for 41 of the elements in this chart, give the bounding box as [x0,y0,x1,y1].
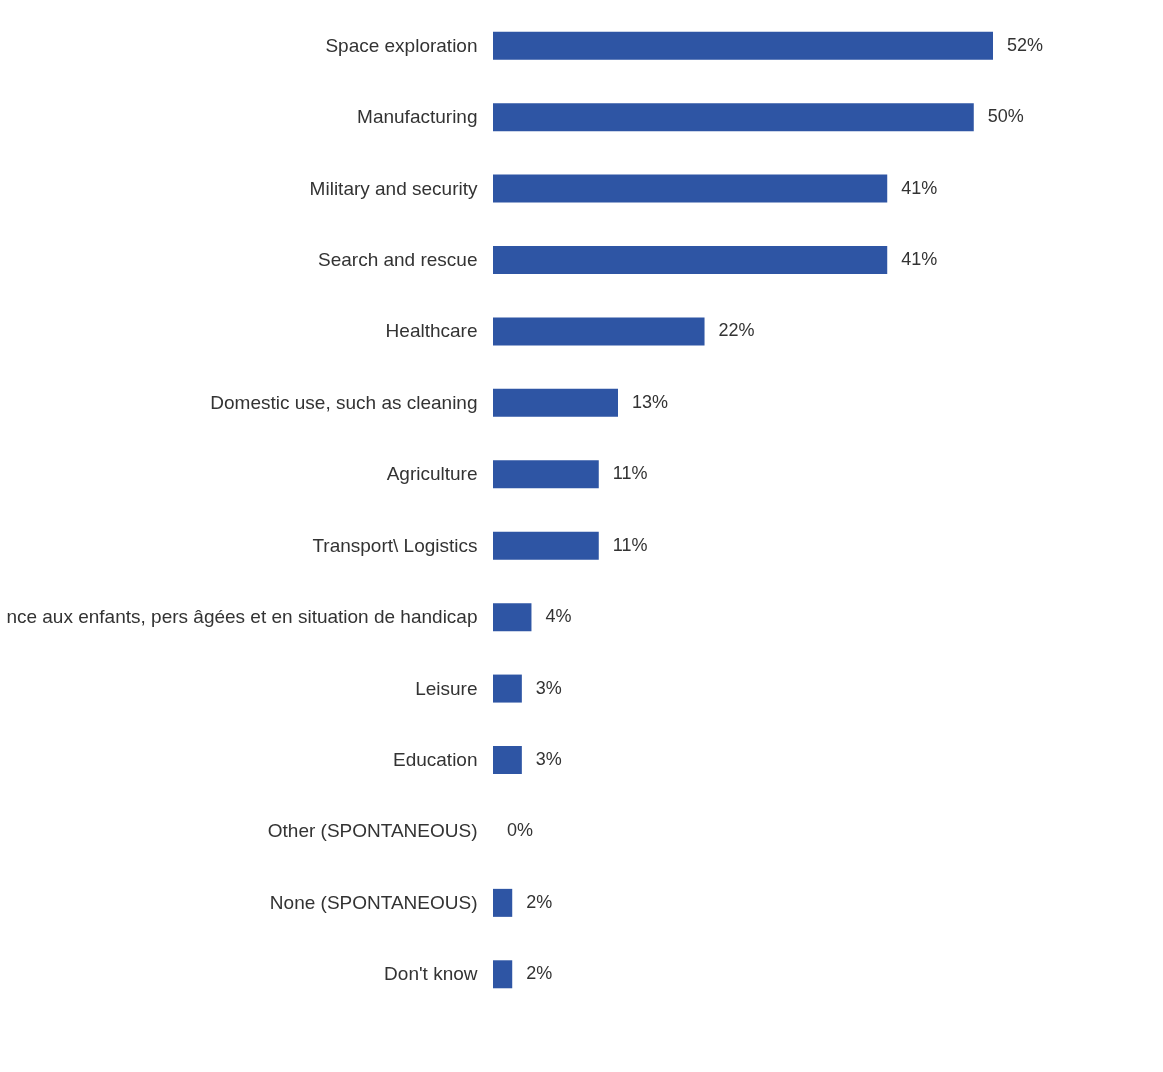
data-label: 41% [901,249,938,269]
bar [493,388,618,417]
bar [493,246,888,274]
y-tick-label: Don't know [384,963,478,985]
data-label: 11% [612,463,648,484]
y-tick-label: Manufacturing [357,106,478,128]
data-label: 2% [526,963,553,984]
bar [493,460,599,489]
bar [493,603,532,632]
bar [493,746,522,774]
data-label: 0% [507,820,534,841]
data-label: 3% [535,677,562,698]
y-tick-label: Other (SPONTANEOUS) [267,820,478,842]
y-tick-label: Search and rescue [318,249,478,270]
bar [493,531,599,560]
data-label: 22% [718,320,755,341]
data-label: 11% [612,534,648,555]
y-tick-label: Military and security [309,177,478,199]
bar [493,888,513,917]
y-tick-label: Healthcare [385,320,478,342]
bar [493,174,888,203]
bar [493,317,705,346]
y-tick-label: Transport\ Logistics [312,534,478,556]
bar [493,103,974,132]
y-tick-label: Leisure [415,677,478,699]
data-label: 41% [901,177,938,198]
y-tick-label: nce aux enfants, pers âgées et en situation de handicap [6,606,478,628]
y-tick-label: Agriculture [386,463,478,485]
data-label: 2% [526,891,553,912]
y-tick-label: None (SPONTANEOUS) [269,891,478,913]
data-label: 52% [1007,34,1044,55]
data-label: 13% [632,391,669,412]
y-tick-label: Space exploration [325,34,478,56]
y-tick-label: Domestic use, such as cleaning [210,391,478,413]
bar [493,960,513,989]
y-tick-label: Education [392,749,478,770]
data-label: 4% [545,606,572,627]
data-label: 50% [987,106,1024,127]
bar [493,31,993,60]
data-label: 3% [535,749,562,769]
bar [493,674,522,703]
